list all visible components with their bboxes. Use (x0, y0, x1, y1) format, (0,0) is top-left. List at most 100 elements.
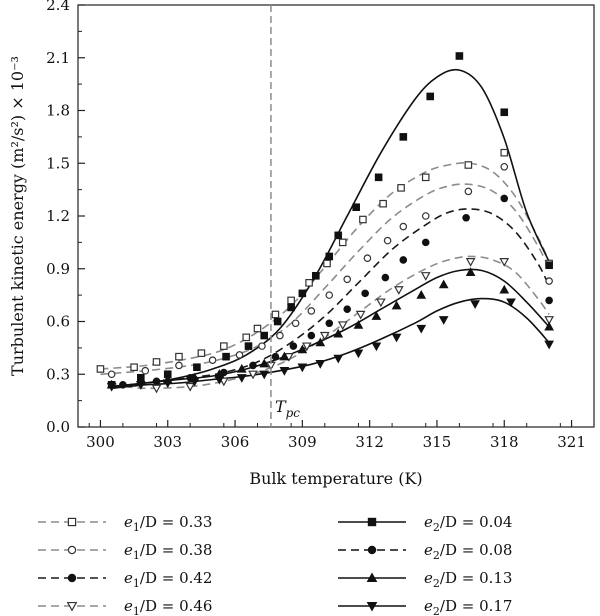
data-point (253, 324, 262, 333)
data-point (500, 162, 509, 171)
data-point (244, 342, 253, 350)
x-tick-label: 318 (490, 433, 519, 451)
y-tick-label: 0.3 (46, 365, 70, 383)
data-point (236, 363, 247, 373)
y-tick-label: 1.8 (46, 102, 70, 120)
x-tick-label: 321 (557, 433, 586, 451)
data-point (465, 267, 476, 276)
data-point (307, 307, 316, 315)
data-point (301, 342, 312, 352)
x-tick-label: 312 (355, 433, 384, 451)
legend-marker (366, 601, 378, 612)
data-point (381, 273, 390, 282)
data-point (325, 319, 334, 328)
fit-curve (111, 208, 550, 388)
legend-label: e1/D = 0.33 (124, 513, 212, 534)
data-point (276, 331, 284, 340)
data-point (421, 212, 430, 220)
data-point (259, 370, 270, 380)
x-axis-title: Bulk temperature (K) (249, 469, 422, 488)
data-point (544, 316, 554, 325)
data-point (162, 379, 173, 389)
data-point (307, 331, 316, 340)
data-point (426, 92, 435, 101)
data-point (236, 374, 247, 383)
data-point (297, 344, 308, 354)
data-point (455, 52, 464, 60)
annotations: Tpc (270, 5, 300, 427)
data-point (399, 222, 408, 231)
data-point (500, 108, 509, 117)
data-point (374, 173, 383, 182)
data-point (470, 300, 480, 309)
data-point (106, 382, 117, 392)
data-point (220, 342, 228, 350)
data-point (399, 256, 408, 264)
legend-marker (367, 545, 377, 555)
x-tick-label: 309 (288, 433, 317, 451)
data-point (152, 358, 161, 366)
x-tick-label: 303 (153, 433, 182, 451)
data-point (135, 381, 146, 390)
data-point (289, 342, 298, 350)
data-point (361, 289, 369, 298)
data-point (333, 354, 344, 364)
data-point (379, 199, 387, 208)
x-tick-label: 315 (423, 433, 452, 451)
data-point (248, 370, 258, 380)
data-point (544, 340, 554, 350)
legend-label: e2/D = 0.04 (424, 513, 512, 534)
data-point (338, 238, 347, 247)
data-point (391, 333, 402, 343)
data-point (420, 272, 431, 281)
data-point (393, 286, 404, 295)
y-tick-label: 0.6 (46, 313, 70, 331)
data-point (249, 361, 257, 370)
legend-label: e2/D = 0.08 (424, 541, 512, 562)
data-markers (96, 52, 554, 394)
legend-marker (67, 517, 77, 527)
data-point (438, 316, 449, 325)
y-axis-title: Turbulent kinetic energy (m²/s²) × 10⁻³ (8, 56, 27, 376)
data-point (259, 358, 270, 368)
y-tick-label: 1.2 (46, 207, 70, 225)
data-point (416, 324, 427, 334)
data-point (352, 203, 360, 212)
data-point (464, 161, 473, 169)
data-point (544, 321, 554, 331)
data-point (297, 363, 308, 373)
fit-curve (111, 68, 550, 388)
legend: e1/D = 0.33 e1/D = 0.38 e1/D = 0.42 e1/D = … (38, 513, 512, 616)
data-point (279, 367, 290, 376)
data-point (371, 342, 382, 352)
data-point (545, 277, 553, 285)
data-point (499, 258, 510, 267)
data-point (421, 173, 430, 182)
legend-label: e1/D = 0.46 (124, 597, 212, 616)
fit-curve (100, 162, 550, 370)
y-tick-label: 2.4 (46, 0, 70, 14)
data-point (151, 384, 162, 394)
legend-marker (66, 601, 78, 612)
data-point (438, 279, 449, 289)
x-tick-label: 300 (86, 433, 115, 451)
data-point (359, 215, 367, 224)
data-point (175, 352, 183, 361)
data-point (287, 296, 295, 305)
data-point (383, 236, 392, 245)
tpc-label: Tpc (275, 397, 300, 420)
data-point (325, 252, 334, 261)
y-tick-label: 0.0 (46, 418, 70, 436)
data-point (119, 380, 127, 389)
data-point (416, 290, 427, 299)
data-point (315, 337, 326, 347)
data-point (421, 238, 430, 247)
y-tick-label: 0.9 (46, 260, 70, 278)
data-point (152, 377, 161, 386)
data-point (193, 363, 201, 372)
data-point (287, 303, 295, 312)
data-point (499, 284, 510, 294)
data-point (107, 370, 116, 379)
data-point (235, 351, 244, 359)
